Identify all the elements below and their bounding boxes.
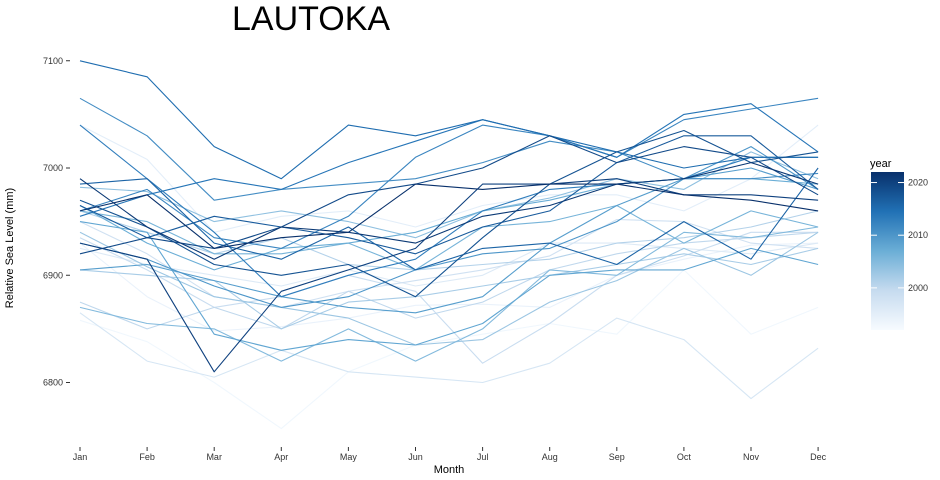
x-tick-label: Jan <box>73 452 88 462</box>
legend-tick-label: 2010 <box>908 230 928 240</box>
series-line-2016 <box>79 167 819 271</box>
series-line-2013 <box>79 124 819 298</box>
series-line-2004 <box>79 151 819 239</box>
series-line-2009 <box>79 167 819 314</box>
series-line-1997 <box>79 312 819 400</box>
x-tick-label: Sep <box>609 452 625 462</box>
series-line-2022 <box>79 183 819 249</box>
series-line-1994 <box>79 242 819 332</box>
series-line-2006 <box>79 204 819 271</box>
y-axis: 6800 6900 7000 7100 <box>43 56 70 388</box>
x-tick-label: Jun <box>408 452 423 462</box>
series-line-2005 <box>79 226 819 362</box>
series-line-2019 <box>79 135 819 255</box>
x-tick-label: Apr <box>274 452 288 462</box>
chart-title: LAUTOKA <box>232 0 391 38</box>
legend-tick-label: 2000 <box>908 283 928 293</box>
x-tick-label: Oct <box>677 452 692 462</box>
series-line-2014 <box>79 103 819 217</box>
series-line-2000 <box>79 231 819 330</box>
series-lines <box>79 60 819 430</box>
series-line-2020 <box>79 178 819 373</box>
series-line-1998 <box>79 218 819 308</box>
series-line-2003 <box>79 231 819 346</box>
legend-ticks: 2000 2010 2020 <box>871 178 928 293</box>
y-tick-label: 7100 <box>43 56 63 66</box>
series-line-2008 <box>79 221 819 351</box>
x-tick-label: Nov <box>743 452 760 462</box>
x-tick-label: Feb <box>139 452 155 462</box>
x-tick-label: Jul <box>477 452 489 462</box>
series-line-2010 <box>79 146 819 308</box>
series-line-2021 <box>79 162 819 260</box>
series-line-1993 <box>79 269 819 430</box>
series-line-2012 <box>79 97 819 249</box>
x-tick-label: May <box>340 452 358 462</box>
series-line-2018 <box>79 129 819 298</box>
y-tick-label: 7000 <box>43 163 63 173</box>
x-tick-label: Dec <box>810 452 827 462</box>
series-line-2002 <box>79 247 819 330</box>
legend-tick-label: 2020 <box>908 178 928 188</box>
y-tick-label: 6900 <box>43 270 63 280</box>
series-line-2015 <box>79 60 819 180</box>
legend: year 2000 2010 2020 <box>870 158 928 330</box>
legend-title: year <box>870 158 892 170</box>
legend-colorbar <box>871 172 904 330</box>
series-line-1996 <box>79 242 819 287</box>
y-tick-label: 6800 <box>43 378 63 388</box>
y-axis-label: Relative Sea Level (mm) <box>4 188 16 308</box>
series-line-1999 <box>79 231 819 364</box>
x-tick-label: Aug <box>542 452 558 462</box>
x-axis-label: Month <box>434 464 465 476</box>
x-tick-label: Mar <box>206 452 222 462</box>
x-axis: Jan Feb Mar Apr May Jun Jul Aug Sep Oct Nov Dec <box>73 447 827 462</box>
series-line-2011 <box>79 97 819 201</box>
